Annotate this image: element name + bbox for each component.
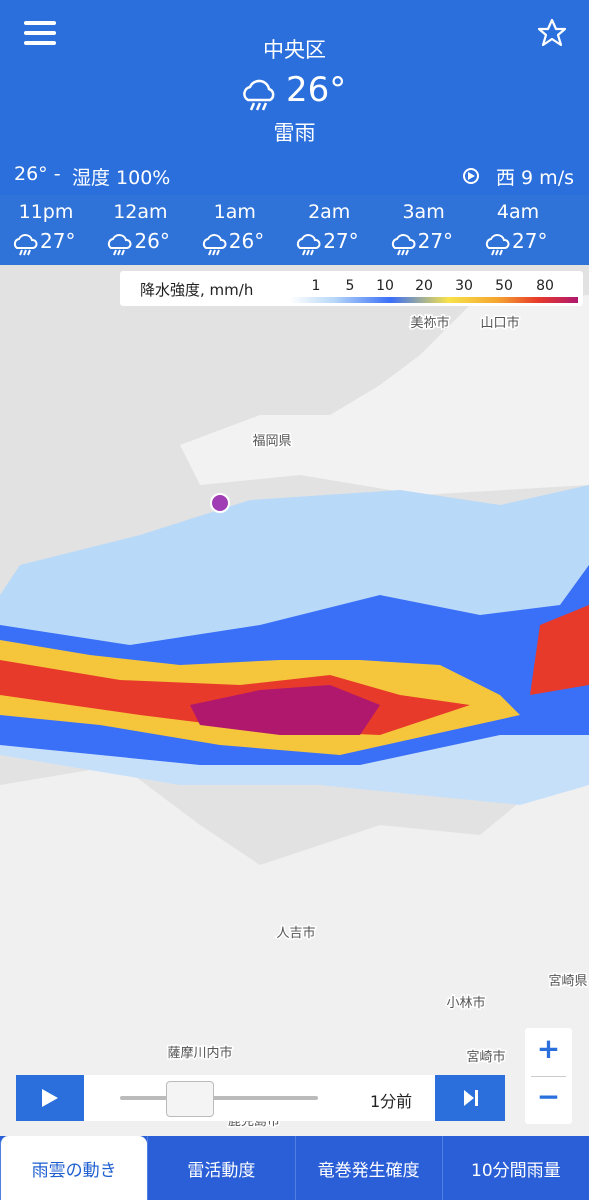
tab[interactable]: 雨雲の動き bbox=[0, 1136, 148, 1200]
skip-button[interactable] bbox=[435, 1075, 505, 1121]
zoom-control: + − bbox=[525, 1028, 572, 1124]
temperature-range: 26° - bbox=[14, 163, 61, 185]
tab[interactable]: 雷活動度 bbox=[147, 1136, 294, 1200]
weather-icon bbox=[243, 79, 275, 111]
rain-intense bbox=[530, 605, 589, 695]
hour-icon bbox=[108, 234, 132, 256]
location: 中央区 bbox=[263, 38, 326, 62]
time-label: 1分前 bbox=[370, 1092, 413, 1111]
legend-label: 5 bbox=[345, 278, 355, 294]
hour-temp: 26° bbox=[134, 229, 170, 253]
map-label: 宮崎県 bbox=[548, 973, 587, 989]
hour-icon bbox=[485, 234, 510, 256]
header: 中央区 26° 雷雨 26° - 湿度 100% 西 9 m/s bbox=[0, 0, 589, 195]
humidity: 湿度 100% bbox=[72, 167, 171, 189]
legend-label: 80 bbox=[536, 278, 554, 294]
hour-time: 12am bbox=[113, 201, 168, 223]
legend-label: 1 bbox=[311, 278, 321, 294]
legend-title: 降水強度, mm/h bbox=[140, 281, 254, 299]
hour-temp: 27° bbox=[323, 229, 359, 253]
map-label: 福岡県 bbox=[252, 434, 291, 449]
land bbox=[0, 745, 589, 1136]
hour-icon bbox=[297, 234, 321, 256]
map-label: 薩摩川内市 bbox=[167, 1045, 232, 1061]
hour-temp: 27° bbox=[417, 229, 454, 253]
hour-time: 1am bbox=[213, 201, 256, 223]
tab[interactable]: 竜巻発生確度 bbox=[294, 1136, 442, 1200]
zoom-out[interactable]: − bbox=[536, 1080, 561, 1113]
menu-button[interactable] bbox=[24, 20, 56, 46]
legend-label: 10 bbox=[376, 278, 394, 294]
play-button[interactable] bbox=[16, 1075, 84, 1121]
location-marker bbox=[210, 493, 230, 513]
hourly-forecast: 11pm 27° 12am 26° 1am 26° 2am 27° 3am 27° 4am 27° bbox=[0, 195, 589, 265]
hour-time: 2am bbox=[308, 201, 351, 223]
slider-track bbox=[120, 1096, 318, 1100]
legend-label: 20 bbox=[415, 278, 433, 294]
rain-extreme bbox=[190, 685, 380, 735]
tab-bar: 雨雲の動き 雷活動度 竜巻発生確度 10分間雨量 bbox=[0, 1136, 589, 1200]
zoom-in[interactable]: + bbox=[536, 1032, 561, 1065]
slider-thumb[interactable] bbox=[166, 1081, 214, 1117]
hour-temp: 27° bbox=[40, 229, 76, 253]
favorite-button[interactable] bbox=[537, 18, 567, 48]
map-label: 人吉市 bbox=[276, 926, 315, 941]
hour-time: 11pm bbox=[18, 201, 74, 223]
wind: 西 9 m/s bbox=[496, 167, 574, 189]
hour-time: 4am bbox=[496, 201, 540, 223]
hour-temp: 27° bbox=[512, 229, 548, 253]
hour-time: 3am bbox=[402, 201, 445, 223]
legend-label: 50 bbox=[495, 278, 513, 294]
wind-icon bbox=[463, 168, 479, 184]
legend: 降水強度, mm/h 1 5 10 20 30 50 80 bbox=[120, 271, 583, 306]
time-slider[interactable]: 1分前 bbox=[84, 1075, 435, 1121]
map-label: 美祢市 bbox=[410, 316, 449, 331]
condition: 雷雨 bbox=[273, 121, 316, 145]
legend-scale bbox=[290, 297, 578, 303]
map-label: 小林市 bbox=[446, 996, 485, 1011]
divider bbox=[531, 1076, 566, 1077]
tab[interactable]: 10分間雨量 bbox=[441, 1136, 589, 1200]
hour-icon bbox=[13, 234, 38, 256]
land bbox=[180, 295, 589, 495]
map-label: 宮崎市 bbox=[466, 1049, 505, 1065]
legend-label: 30 bbox=[455, 278, 473, 294]
hour-icon bbox=[391, 234, 416, 256]
map-label: 山口市 bbox=[480, 316, 519, 331]
hour-temp: 26° bbox=[228, 229, 265, 253]
hour-icon bbox=[202, 234, 227, 256]
current-temperature: 26° bbox=[286, 70, 347, 110]
